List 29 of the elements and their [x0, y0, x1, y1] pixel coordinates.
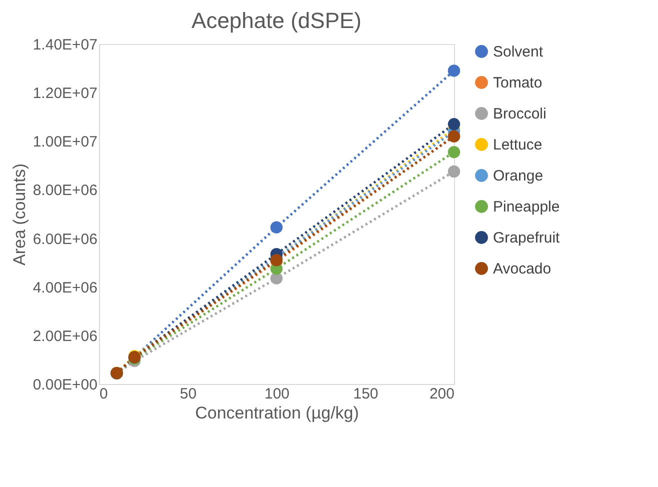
x-tick-label: 150 — [353, 386, 378, 402]
y-tick-label: 4.00E+06 — [32, 279, 98, 296]
x-tick-label: 0 — [100, 386, 108, 402]
x-tick-label: 100 — [264, 386, 290, 402]
chart-title: Acephate (dSPE) — [192, 8, 362, 33]
legend-label: Avocado — [493, 260, 552, 278]
y-tick-label: 6.00E+06 — [32, 230, 98, 248]
point — [448, 118, 460, 130]
x-tick-label: 200 — [429, 386, 454, 402]
legend-label: Grapefruit — [493, 230, 561, 246]
point — [270, 221, 283, 234]
legend-label: Broccoli — [493, 106, 546, 122]
y-tick-label: 8.00E+06 — [32, 182, 98, 200]
y-axis-title: Area (counts) — [10, 163, 29, 266]
legend-label: Pineapple — [493, 198, 560, 216]
y-tick-label: 1.40E+07 — [32, 36, 98, 54]
x-tick-label: 50 — [180, 386, 197, 402]
legend-label: Lettuce — [493, 136, 542, 154]
y-tick-label: 2.00E+06 — [32, 328, 98, 345]
legend-label: Solvent — [493, 44, 544, 60]
point — [448, 146, 460, 158]
point — [448, 64, 460, 77]
x-axis-title: Concentration (µg/kg) — [195, 404, 359, 422]
y-tick-label: 0.00E+00 — [32, 376, 98, 394]
point — [448, 165, 460, 178]
legend-label: Tomato — [493, 74, 542, 92]
y-tick-label: 1.00E+07 — [32, 134, 98, 151]
legend-label: Orange — [493, 168, 544, 184]
y-tick-label: 1.20E+07 — [32, 85, 98, 102]
